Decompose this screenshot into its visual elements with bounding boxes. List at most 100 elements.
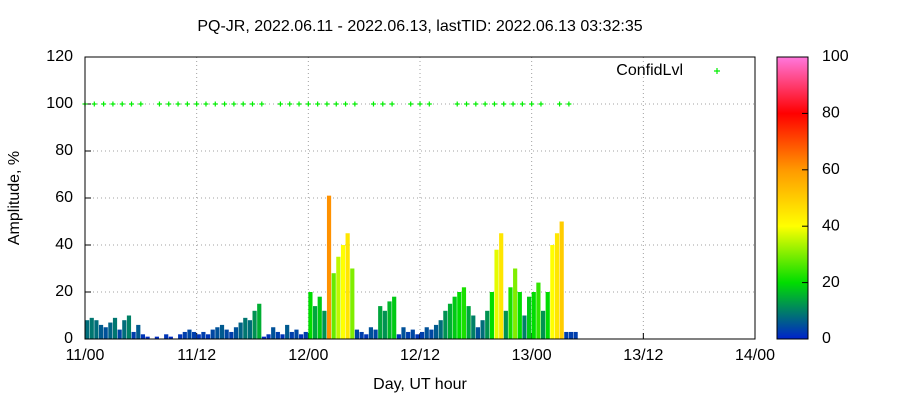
amplitude-bar xyxy=(452,296,457,339)
y-tick-label: 100 xyxy=(46,95,73,112)
amplitude-bar xyxy=(550,245,555,339)
colorbar-tick-label: 60 xyxy=(822,161,840,178)
confidence-point xyxy=(91,101,97,107)
confidence-point xyxy=(212,101,218,107)
amplitude-bar xyxy=(215,327,220,339)
colorbar xyxy=(776,56,809,340)
amplitude-bar xyxy=(178,334,183,339)
amplitude-bar xyxy=(122,320,127,339)
amplitude-bar xyxy=(210,329,215,339)
amplitude-bar xyxy=(98,324,104,339)
amplitude-bar xyxy=(554,233,560,339)
y-tick-label: 60 xyxy=(55,189,73,206)
legend-label: ConfidLvl xyxy=(616,62,683,79)
amplitude-bar xyxy=(196,334,201,339)
y-axis-label: Amplitude, % xyxy=(6,151,23,245)
confidence-point xyxy=(482,101,488,107)
chart-title: PQ-JR, 2022.06.11 - 2022.06.13, lastTID:… xyxy=(197,18,642,35)
confidence-point xyxy=(305,101,311,107)
amplitude-bar xyxy=(489,292,494,339)
confidence-point xyxy=(380,101,386,107)
confidence-point xyxy=(315,101,321,107)
amplitude-bar xyxy=(131,331,136,339)
confidence-point xyxy=(389,101,395,107)
amplitude-bar xyxy=(331,273,336,339)
confidence-point xyxy=(343,101,349,107)
confidence-point xyxy=(464,101,470,107)
amplitude-bar xyxy=(238,322,243,339)
amplitude-bar xyxy=(359,331,364,339)
y-tick-label: 20 xyxy=(55,283,73,300)
amplitude-bar xyxy=(164,334,169,339)
amplitude-bar xyxy=(340,245,346,339)
x-axis-label: Day, UT hour xyxy=(373,376,467,393)
amplitude-bar xyxy=(252,310,257,339)
confidence-point xyxy=(101,101,107,107)
amplitude-bar xyxy=(140,334,146,339)
confidence-point xyxy=(184,101,190,107)
amplitude-bar xyxy=(336,256,341,339)
amplitude-bar xyxy=(354,329,360,339)
amplitude-bar xyxy=(396,334,401,339)
confidence-point xyxy=(222,101,228,107)
amplitude-bar xyxy=(545,292,550,339)
amplitude-bar xyxy=(299,334,304,339)
amplitude-bar xyxy=(513,268,518,339)
amplitude-bar xyxy=(261,336,266,339)
confidence-point xyxy=(194,101,200,107)
confidence-point xyxy=(510,101,516,107)
x-tick-label: 12/00 xyxy=(288,347,328,364)
confidence-point xyxy=(259,101,265,107)
amplitude-bar xyxy=(447,303,453,339)
amplitude-bar xyxy=(289,331,294,339)
confidence-point xyxy=(454,101,460,107)
amplitude-bar xyxy=(89,317,94,339)
confidence-point xyxy=(417,101,423,107)
amplitude-bar xyxy=(126,315,132,339)
amplitude-bar xyxy=(154,336,159,339)
x-tick-label: 14/00 xyxy=(735,347,775,364)
confidence-point xyxy=(566,101,572,107)
amplitude-bar xyxy=(564,331,569,339)
confidence-point xyxy=(426,101,432,107)
amplitude-bar xyxy=(461,287,467,339)
amplitude-bar xyxy=(233,327,239,339)
amplitude-bar xyxy=(475,327,481,339)
amplitude-bar xyxy=(108,322,113,339)
confidence-point xyxy=(231,101,237,107)
plot-frame xyxy=(84,56,756,340)
confidence-point xyxy=(491,101,497,107)
colorbar-tick-label: 100 xyxy=(822,48,849,65)
amplitude-bar xyxy=(257,303,262,339)
amplitude-bar xyxy=(168,336,173,339)
x-tick-label: 11/00 xyxy=(66,347,105,364)
amplitude-bar xyxy=(136,324,141,339)
amplitude-bar xyxy=(187,329,192,339)
amplitude-bar xyxy=(429,329,434,339)
x-tick-label: 13/00 xyxy=(512,347,552,364)
confidence-point xyxy=(519,101,525,107)
amplitude-bar xyxy=(308,292,313,339)
colorbar-tick-label: 80 xyxy=(822,105,840,122)
confidence-point xyxy=(203,101,209,107)
amplitude-bar xyxy=(517,292,522,339)
amplitude-bar xyxy=(373,329,378,339)
amplitude-bar xyxy=(103,327,108,339)
amplitude-bar xyxy=(94,320,99,339)
amplitude-bar xyxy=(536,282,541,339)
amplitude-bar xyxy=(382,310,387,339)
amplitude-bar xyxy=(317,296,322,339)
confidence-point xyxy=(129,101,135,107)
amplitude-bar xyxy=(312,306,318,339)
amplitude-bar xyxy=(499,233,504,339)
x-tick-label: 13/12 xyxy=(623,347,663,364)
amplitude-bar xyxy=(243,317,248,339)
confidence-point xyxy=(370,101,376,107)
amplitude-bar xyxy=(522,315,527,339)
amplitude-bar xyxy=(392,296,397,339)
confidence-point xyxy=(473,101,479,107)
amplitude-bar xyxy=(219,324,225,339)
amplitude-bar xyxy=(457,292,462,339)
confidence-point xyxy=(557,101,563,107)
